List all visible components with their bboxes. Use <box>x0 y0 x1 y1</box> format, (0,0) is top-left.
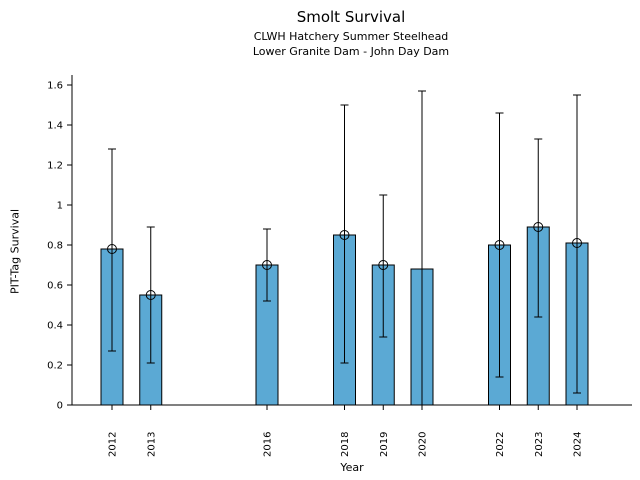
marker-2024 <box>572 238 582 248</box>
y-tick-label: 1.6 <box>47 81 63 92</box>
y-tick-label: 1.4 <box>47 121 63 132</box>
x-tick-label-2016: 2016 <box>263 432 274 457</box>
marker-2013 <box>145 290 156 300</box>
x-axis-label: Year <box>340 461 364 474</box>
x-tick-label-2012: 2012 <box>108 432 119 457</box>
y-tick-label: 0 <box>57 401 63 412</box>
y-tick-label: 1.2 <box>47 161 63 172</box>
y-tick-label: 0.4 <box>47 321 63 332</box>
y-tick-label: 0.2 <box>47 361 63 372</box>
x-tick-label-2019: 2019 <box>379 432 390 457</box>
marker-2012 <box>107 244 117 254</box>
marker-2016 <box>262 260 272 270</box>
x-tick-label-2018: 2018 <box>340 432 351 457</box>
chart-subtitle-2: Lower Granite Dam - John Day Dam <box>252 45 450 58</box>
marker-2018 <box>339 230 350 240</box>
marker-2019 <box>378 260 389 270</box>
marker-2023 <box>533 222 544 232</box>
x-tick-label-2020: 2020 <box>418 432 429 457</box>
x-tick-label-2022: 2022 <box>495 432 506 457</box>
chart-title: Smolt Survival <box>296 8 406 26</box>
x-tick-label-2023: 2023 <box>534 432 545 457</box>
marker-2022 <box>494 240 505 250</box>
y-tick-label: 1 <box>57 201 63 212</box>
y-tick-label: 0.8 <box>47 241 63 252</box>
y-tick-label: 0.6 <box>47 281 63 292</box>
x-tick-label-2013: 2013 <box>146 432 157 457</box>
chart-subtitle-1: CLWH Hatchery Summer Steelhead <box>253 30 449 43</box>
x-tick-label-2024: 2024 <box>573 432 584 457</box>
